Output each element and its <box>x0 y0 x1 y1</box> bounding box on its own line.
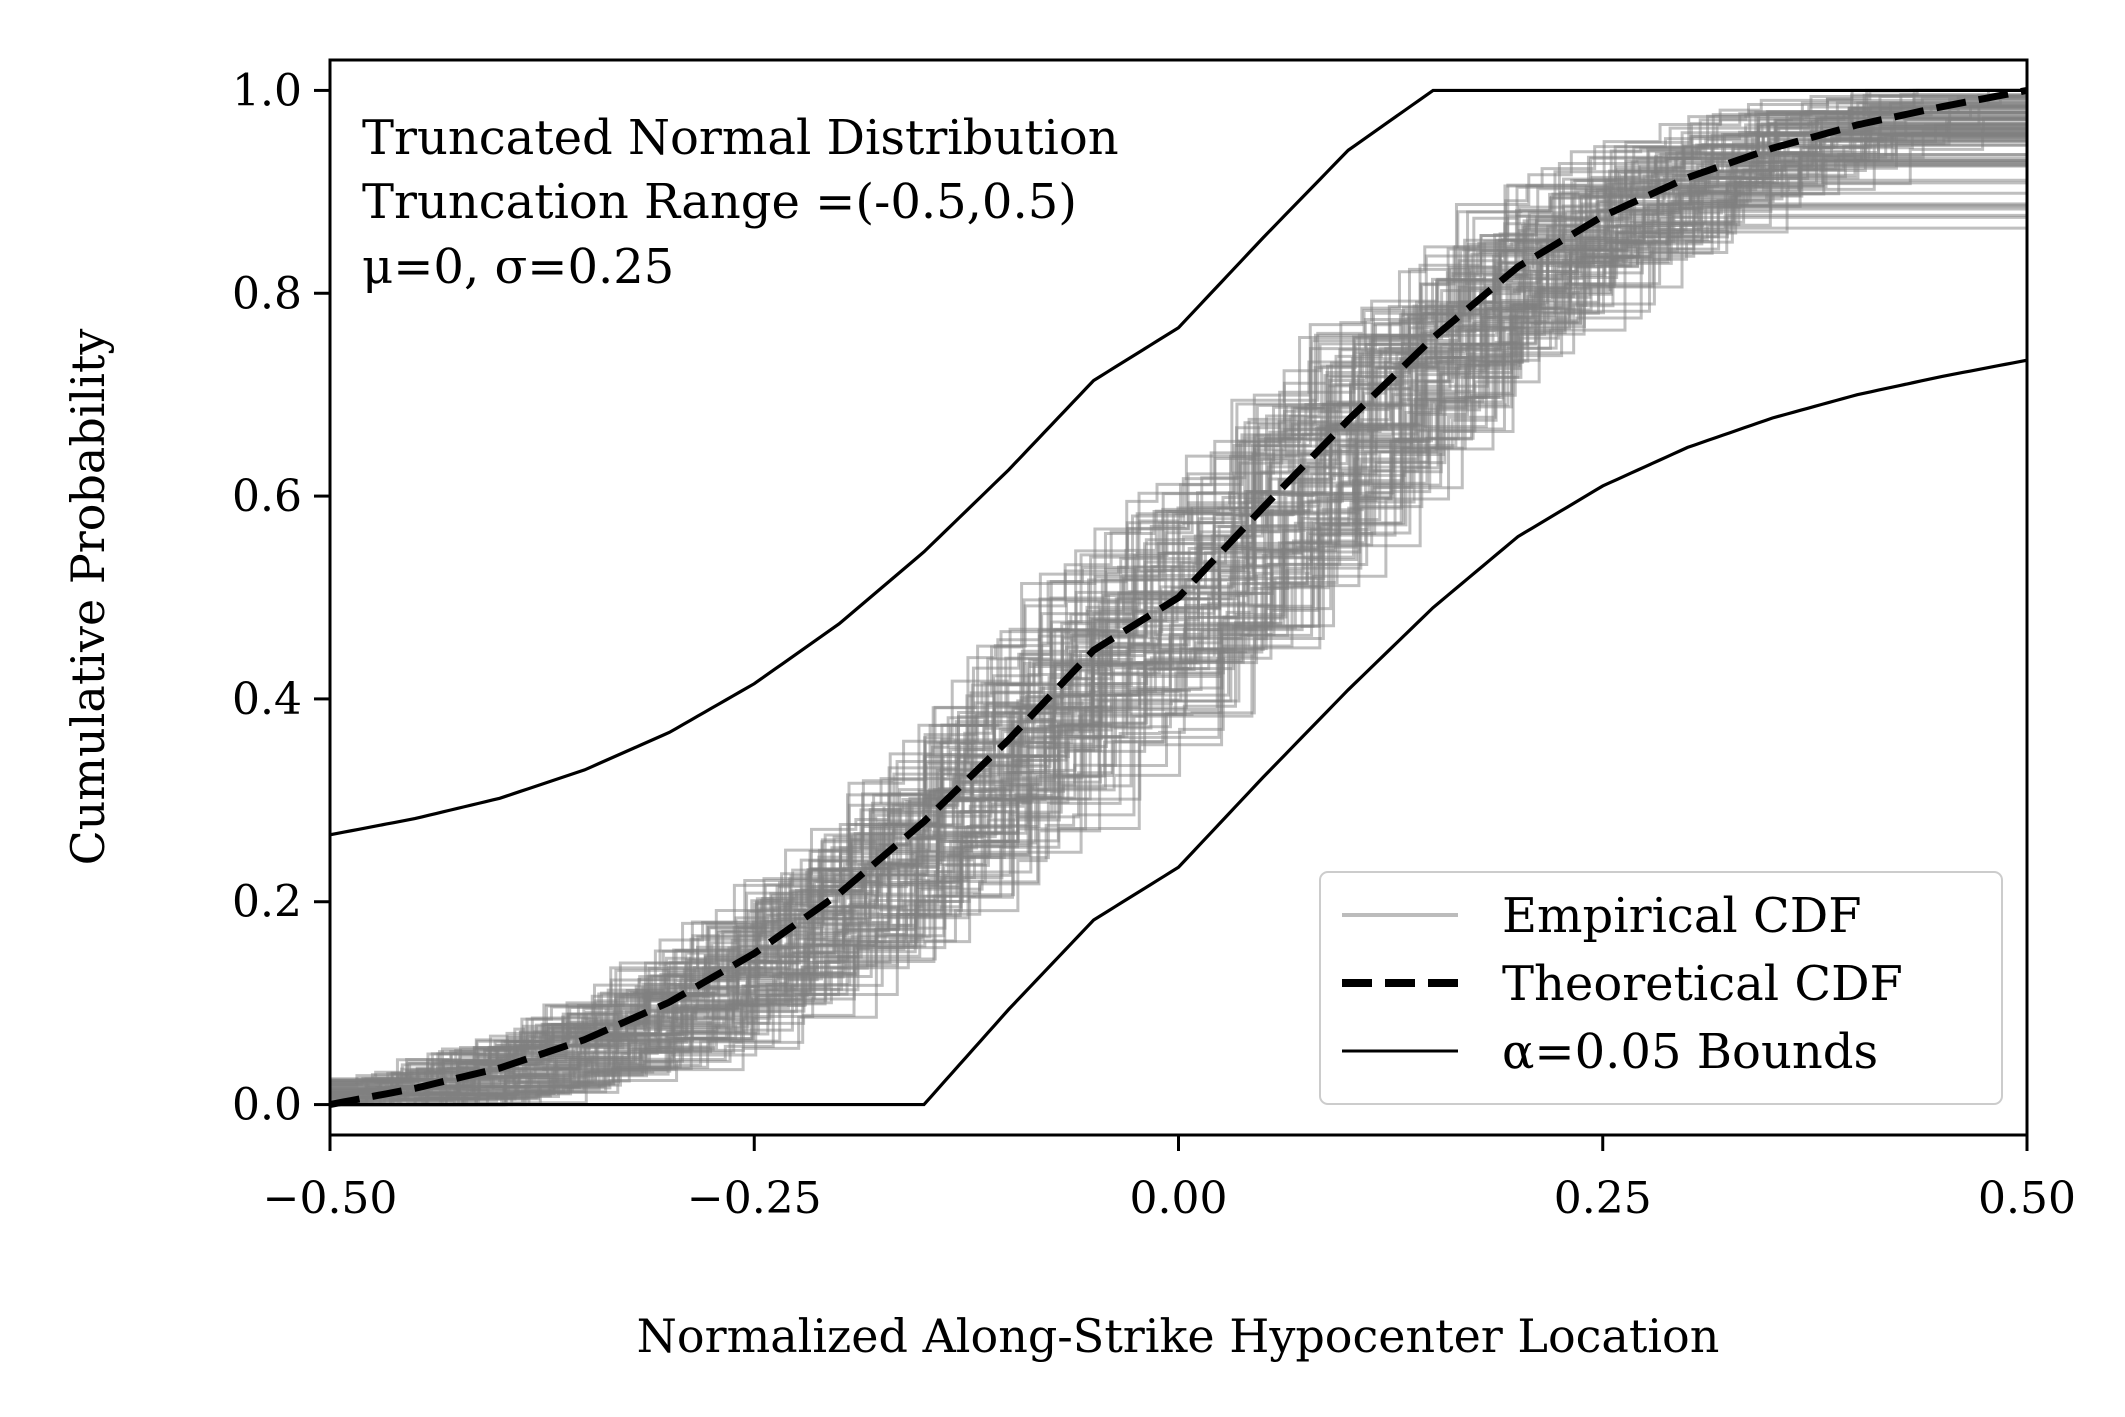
x-tick-label: −0.50 <box>263 1173 398 1224</box>
empirical-cdf-line <box>330 117 2027 1107</box>
x-tick-label: 0.00 <box>1130 1173 1228 1224</box>
empirical-cdf-line <box>330 163 2027 1099</box>
y-axis-ticks: 0.0 0.2 0.4 0.6 0.8 1.0 <box>232 65 330 1131</box>
x-tick-label: −0.25 <box>687 1173 822 1224</box>
y-tick-label: 0.2 <box>232 877 302 928</box>
x-tick-label: 0.25 <box>1554 1173 1652 1224</box>
annotation-line-1: Truncated Normal Distribution <box>362 110 1119 166</box>
alpha-bound-upper <box>330 88 2027 837</box>
empirical-cdf-line <box>330 191 2027 1107</box>
legend: Empirical CDF Theoretical CDF α=0.05 Bou… <box>1319 871 2003 1105</box>
annotation-line-2: Truncation Range =(-0.5,0.5) <box>362 174 1077 230</box>
legend-box <box>1319 871 2003 1105</box>
y-tick-label: 0.0 <box>232 1080 302 1131</box>
legend-label-bounds: α=0.05 Bounds <box>1502 1024 1878 1080</box>
legend-label-empirical: Empirical CDF <box>1502 888 1862 944</box>
x-tick-label: 0.50 <box>1978 1173 2076 1224</box>
x-axis-label: Normalized Along-Strike Hypocenter Locat… <box>637 1309 1720 1363</box>
empirical-cdf-series <box>330 88 2027 1107</box>
y-axis-label: Cumulative Probability <box>61 329 115 866</box>
y-tick-label: 0.4 <box>232 674 302 725</box>
reference-curves <box>330 86 2027 1109</box>
empirical-cdf-line <box>330 131 2027 1107</box>
legend-label-theoretical: Theoretical CDF <box>1502 956 1903 1012</box>
annotation-line-3: μ=0, σ=0.25 <box>362 239 674 295</box>
empirical-cdf-line <box>330 115 2027 1099</box>
y-tick-label: 0.8 <box>232 268 302 319</box>
empirical-cdf-line <box>330 95 2027 1095</box>
x-axis-ticks: −0.50 −0.25 0.00 0.25 0.50 <box>263 1135 2076 1224</box>
theoretical-cdf-line <box>330 86 2027 1109</box>
empirical-cdf-line <box>330 115 2027 1100</box>
empirical-cdf-line <box>330 135 2027 1107</box>
y-tick-label: 1.0 <box>232 65 302 116</box>
empirical-cdf-line <box>330 143 2027 1088</box>
y-tick-label: 0.6 <box>232 471 302 522</box>
alpha-bound-lower <box>330 358 2027 1107</box>
